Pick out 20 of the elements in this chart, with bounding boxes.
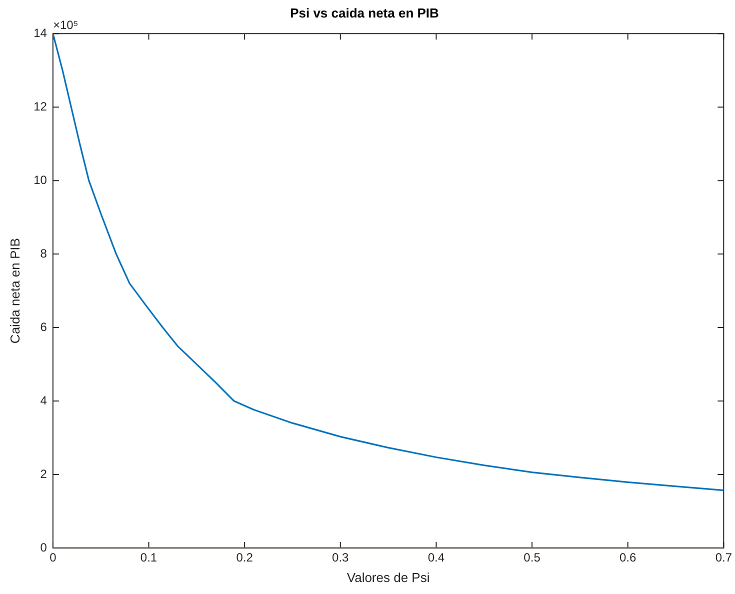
x-tick-label: 0.7 [715,550,732,565]
x-tick-label: 0.5 [524,550,541,565]
chart-title: Psi vs caida neta en PIB [290,5,439,20]
x-tick-label: 0.3 [332,550,350,565]
x-tick-label: 0 [50,550,57,565]
x-tick-label: 0.1 [140,550,158,565]
y-tick-label: 2 [40,466,48,481]
y-tick-label: 8 [40,246,48,260]
text: ×10⁵ [52,18,78,32]
y-tick-label: 10 [34,172,48,187]
x-axis-title: Valores de Psi [346,570,430,585]
y-axis-title: Caida neta en PIB [7,238,22,344]
y-tick-label: 14 [34,26,48,40]
y-tick-label: 12 [34,99,48,114]
y-tick-label: 0 [40,540,48,554]
y-tick-label: 4 [40,393,48,408]
x-tick-label: 0.4 [428,550,445,565]
y-tick-label: 6 [40,320,48,334]
x-tick-label: 0.6 [620,550,637,565]
x-tick-label: 0.2 [236,550,254,565]
